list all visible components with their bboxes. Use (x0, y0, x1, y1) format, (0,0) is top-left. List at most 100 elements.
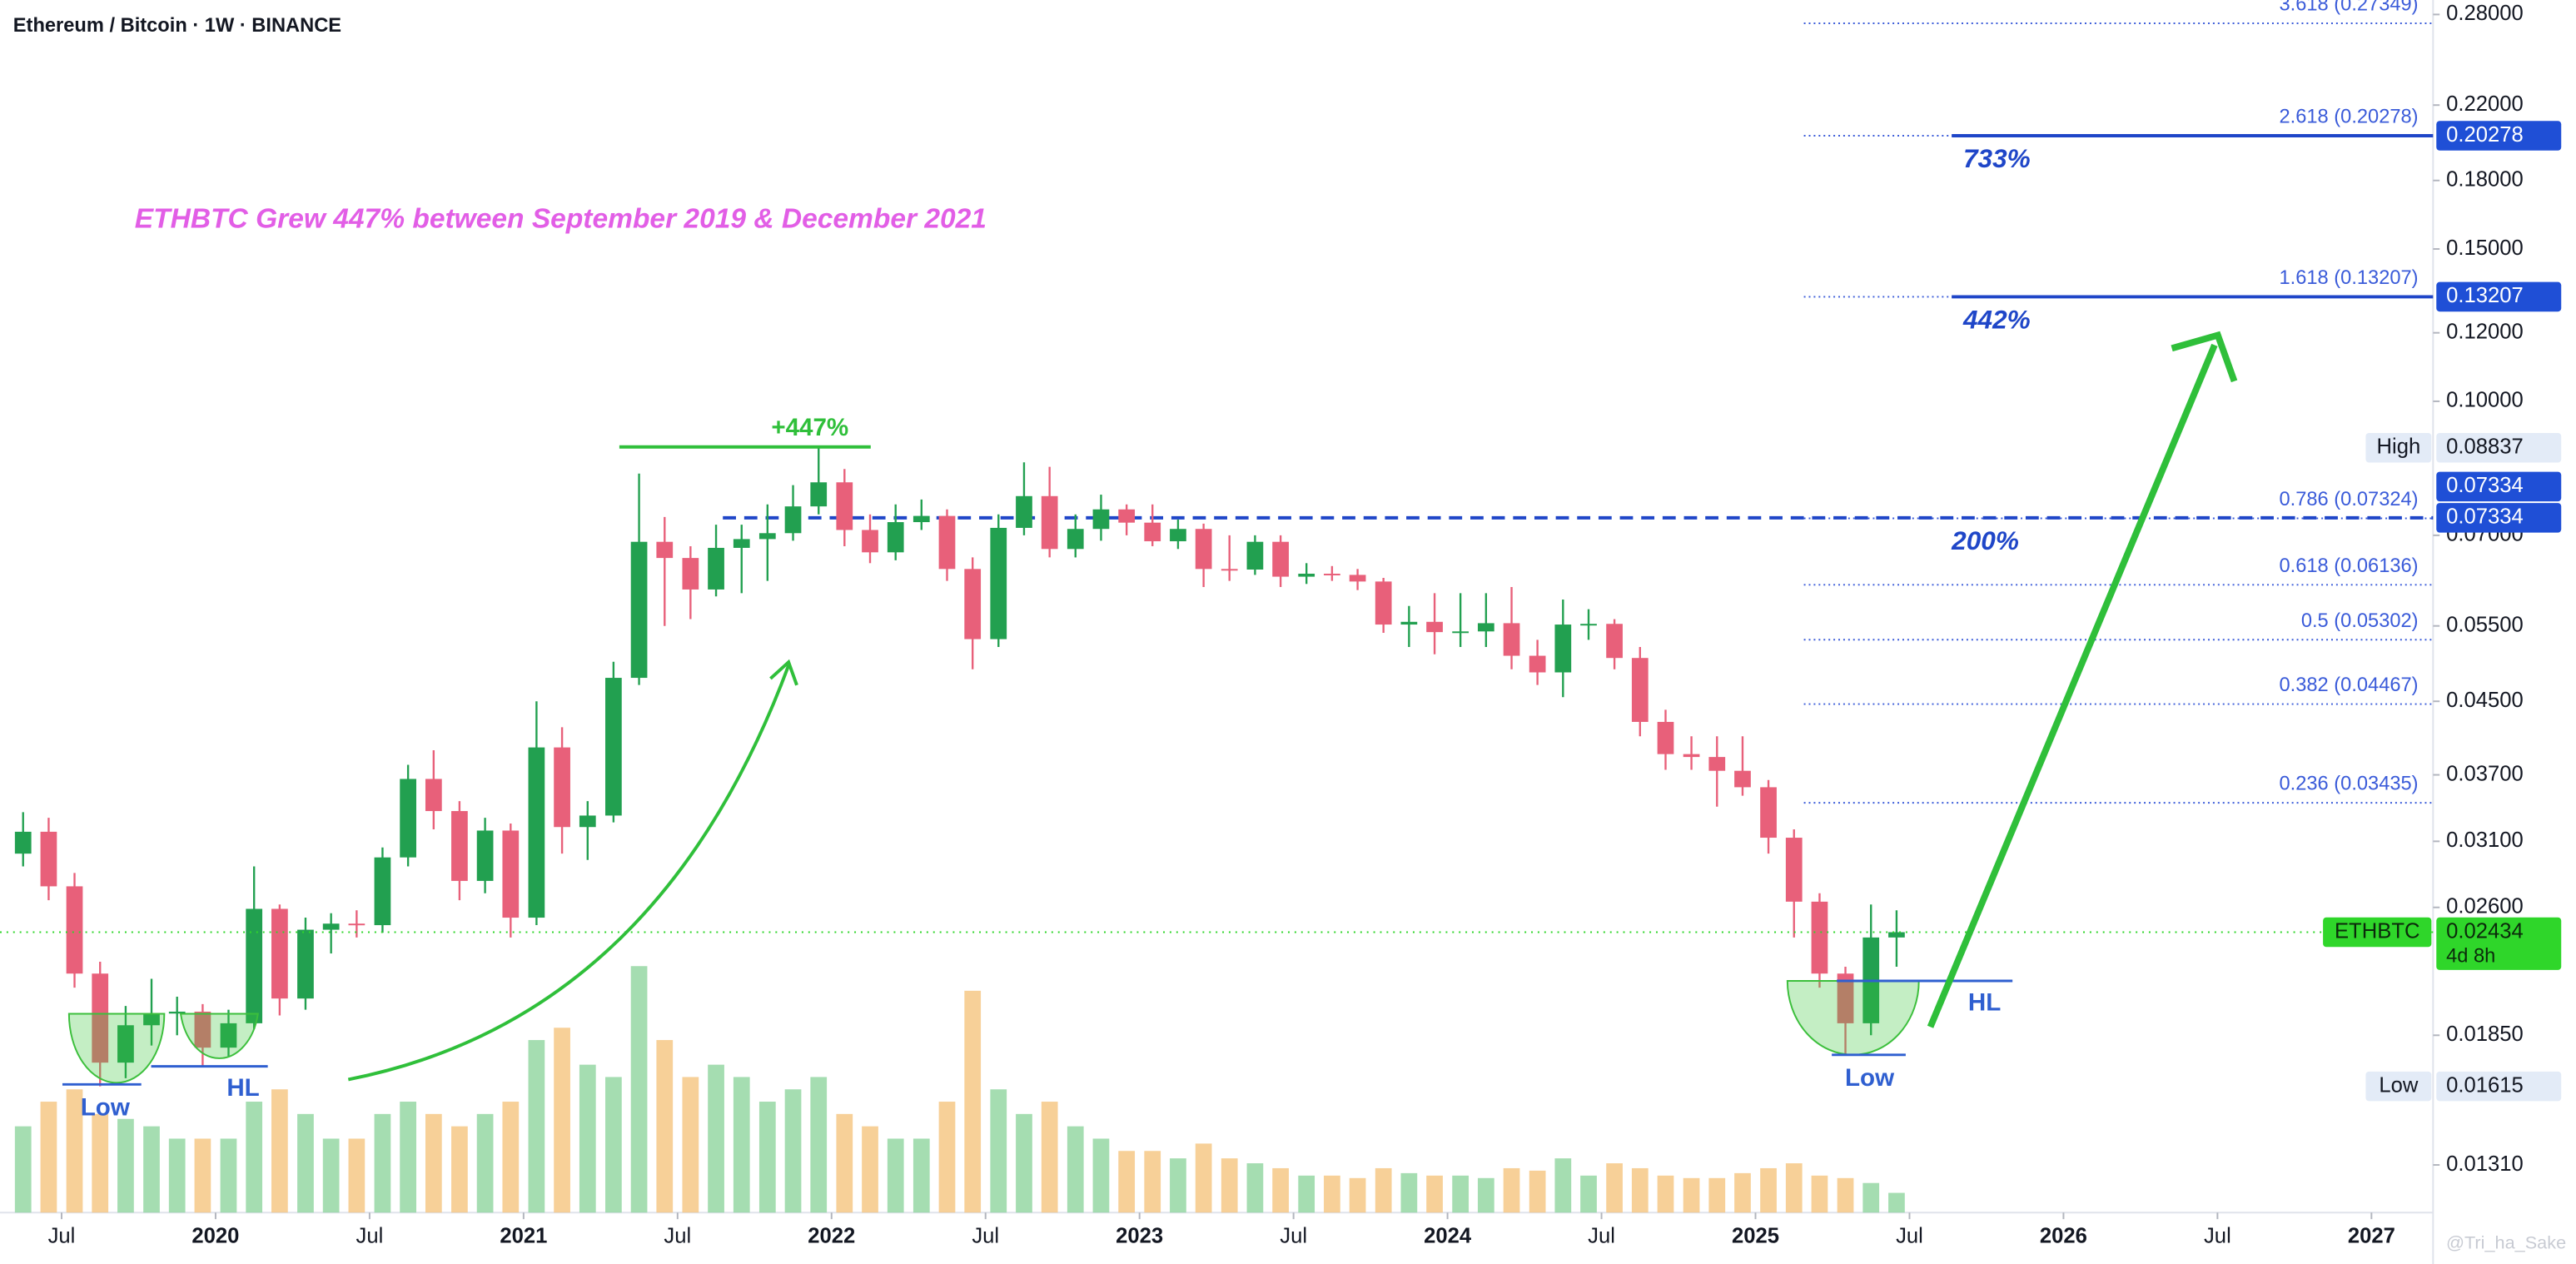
volume-bar (887, 1138, 904, 1213)
volume-bar (1452, 1175, 1470, 1213)
volume-bar (502, 1102, 520, 1213)
candle-body (1554, 625, 1572, 673)
volume-bar (1144, 1151, 1161, 1213)
candle-body (1734, 770, 1751, 788)
volume-bar (1657, 1175, 1674, 1213)
y-tick-label: 0.04500 (2446, 689, 2524, 712)
volume-bar (1554, 1158, 1572, 1213)
fib-label: 0.786 (0.07324) (2280, 489, 2419, 510)
candle-body (1529, 655, 1546, 673)
x-tick-label: 2023 (1116, 1225, 1163, 1248)
price-tag (2436, 432, 2562, 463)
volume-bar (836, 1113, 853, 1213)
candle-body (400, 779, 417, 858)
fib-label: 3.618 (0.27349) (2280, 0, 2419, 16)
volume-bar (1708, 1177, 1726, 1213)
growth-arrow-head (769, 659, 798, 686)
y-tick-label: 0.28000 (2446, 2, 2524, 25)
candle-body (1503, 623, 1520, 656)
volume-bar (656, 1040, 674, 1213)
volume-bar (1298, 1175, 1315, 1213)
x-tick-label: 2022 (808, 1225, 855, 1248)
volume-bar (220, 1138, 237, 1213)
candle-body (143, 1013, 160, 1026)
target-label: 442% (1962, 304, 2031, 334)
candle-body (502, 830, 520, 918)
volume-bar (1580, 1175, 1597, 1213)
price-tag-value: 0.07334 (2446, 474, 2524, 497)
headline-annotation: ETHBTC Grew 447% between September 2019 … (135, 203, 987, 234)
candle-body (297, 929, 314, 999)
volume-bar (862, 1126, 878, 1213)
price-tag-name: Low (2379, 1073, 2419, 1097)
fib-label: 2.618 (0.20278) (2280, 107, 2419, 128)
volume-bar (682, 1077, 699, 1213)
drawings (62, 331, 2238, 1086)
y-tick-label: 0.12000 (2446, 320, 2524, 343)
price-tag-name-box (2365, 432, 2432, 463)
x-tick-label: Jul (972, 1225, 999, 1248)
volume-bar (476, 1113, 494, 1213)
volume-bar (1606, 1163, 1623, 1213)
target-label: 200% (1951, 525, 2019, 555)
volume-bar (1272, 1167, 1289, 1213)
candle-body (630, 541, 648, 679)
volume-bar (758, 1102, 776, 1213)
candle-body (1349, 575, 1366, 582)
volume-bar (1016, 1113, 1032, 1213)
y-tick-label: 0.15000 (2446, 236, 2524, 260)
watermark: @Tri_ha_Sake (2446, 1232, 2566, 1252)
cup-shape (179, 1013, 259, 1059)
fib-label: 1.618 (0.13207) (2280, 267, 2419, 289)
candle-body (1016, 495, 1032, 528)
candle-body (1298, 573, 1315, 577)
y-tick-label: 0.10000 (2446, 389, 2524, 412)
candle-body (605, 678, 622, 816)
volume-bar (528, 1040, 545, 1213)
volume-bar (938, 1102, 956, 1213)
volume-bar (1400, 1172, 1418, 1213)
candle-body (1580, 624, 1597, 626)
candle-body (66, 886, 83, 974)
candle-body (1888, 932, 1905, 938)
price-tag (2436, 1071, 2562, 1102)
price-tag-value: 0.13207 (2446, 284, 2524, 307)
x-tick-label: Jul (2204, 1225, 2231, 1248)
volume-bar (1683, 1177, 1700, 1213)
candle-body (246, 908, 263, 1023)
price-tag (2436, 471, 2562, 502)
volume-bar (143, 1126, 160, 1213)
candle-body (1375, 581, 1392, 625)
volume-bar (1426, 1175, 1443, 1213)
volume-bar (1888, 1192, 1905, 1213)
volume-bar (810, 1077, 828, 1213)
candle-body (117, 1025, 134, 1063)
fib-label: 0.236 (0.03435) (2280, 774, 2419, 795)
y-tick-label: 0.01310 (2446, 1152, 2524, 1176)
volume-bar (990, 1089, 1007, 1213)
price-tag-name: High (2377, 435, 2421, 459)
candle-body (708, 547, 724, 590)
volume-bar (1118, 1151, 1136, 1213)
candle-body (528, 747, 545, 918)
price-tag-value: 0.02434 (2446, 919, 2524, 943)
candle-body (194, 1011, 211, 1048)
candle-body (14, 831, 32, 854)
volume-bar (1785, 1163, 1803, 1213)
price-tag-value: 0.07334 (2446, 505, 2524, 529)
candle-body (1221, 569, 1238, 571)
fib-label: 0.5 (0.05302) (2301, 610, 2419, 632)
candle-body (1195, 529, 1212, 570)
volume-bar (630, 966, 648, 1213)
candle-body (1631, 658, 1649, 722)
candle-body (168, 1011, 186, 1014)
price-tag-value: 0.08837 (2446, 435, 2524, 459)
volume-bar (297, 1113, 314, 1213)
candle-body (92, 973, 109, 1063)
candle-body (1837, 973, 1854, 1023)
x-tick-label: 2021 (500, 1225, 547, 1248)
price-tag-name-box (2323, 917, 2432, 948)
price-tag (2436, 917, 2562, 970)
volume-bar (1246, 1163, 1264, 1213)
